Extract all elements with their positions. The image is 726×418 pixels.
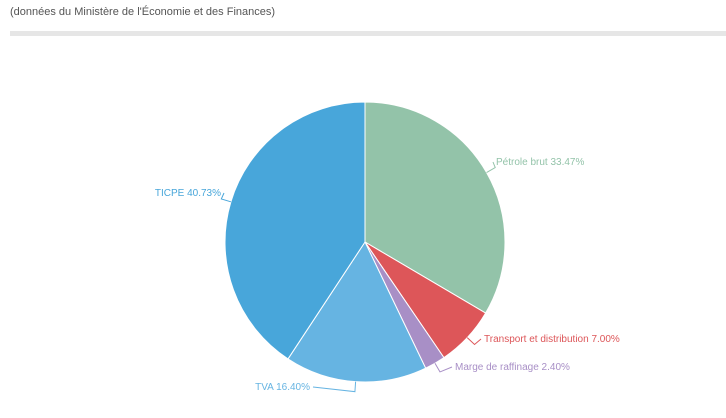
- connector-transport-et-distribution: [466, 337, 482, 346]
- connector-petrole-brut: [486, 161, 496, 173]
- connector-marge-de-raffinage: [434, 363, 453, 373]
- data-label-marge-de-raffinage: Marge de raffinage 2.40%: [455, 362, 570, 373]
- data-label-petrole-brut: Pétrole brut 33.47%: [496, 157, 584, 168]
- connector-tva: [312, 381, 357, 393]
- pie-slice-ticpe[interactable]: [224, 101, 366, 360]
- data-label-tva: TVA 16.40%: [255, 382, 310, 393]
- header-divider: [10, 31, 726, 36]
- chart-subtitle: (données du Ministère de l'Économie et d…: [10, 6, 276, 18]
- data-label-ticpe: TICPE 40.73%: [155, 188, 221, 199]
- pie-slice-tva[interactable]: [287, 240, 427, 383]
- connector-ticpe: [220, 192, 232, 203]
- data-label-transport-et-distribution: Transport et distribution 7.00%: [484, 334, 620, 345]
